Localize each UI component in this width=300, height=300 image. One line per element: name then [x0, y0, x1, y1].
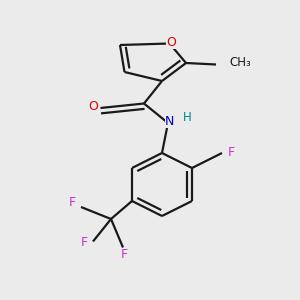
Text: F: F — [80, 236, 88, 250]
Text: F: F — [227, 146, 235, 160]
Text: CH₃: CH₃ — [230, 56, 251, 70]
Text: O: O — [166, 35, 176, 49]
Text: H: H — [183, 111, 192, 124]
Text: F: F — [121, 248, 128, 262]
Text: O: O — [88, 100, 98, 113]
Text: N: N — [165, 115, 174, 128]
Text: F: F — [68, 196, 76, 209]
